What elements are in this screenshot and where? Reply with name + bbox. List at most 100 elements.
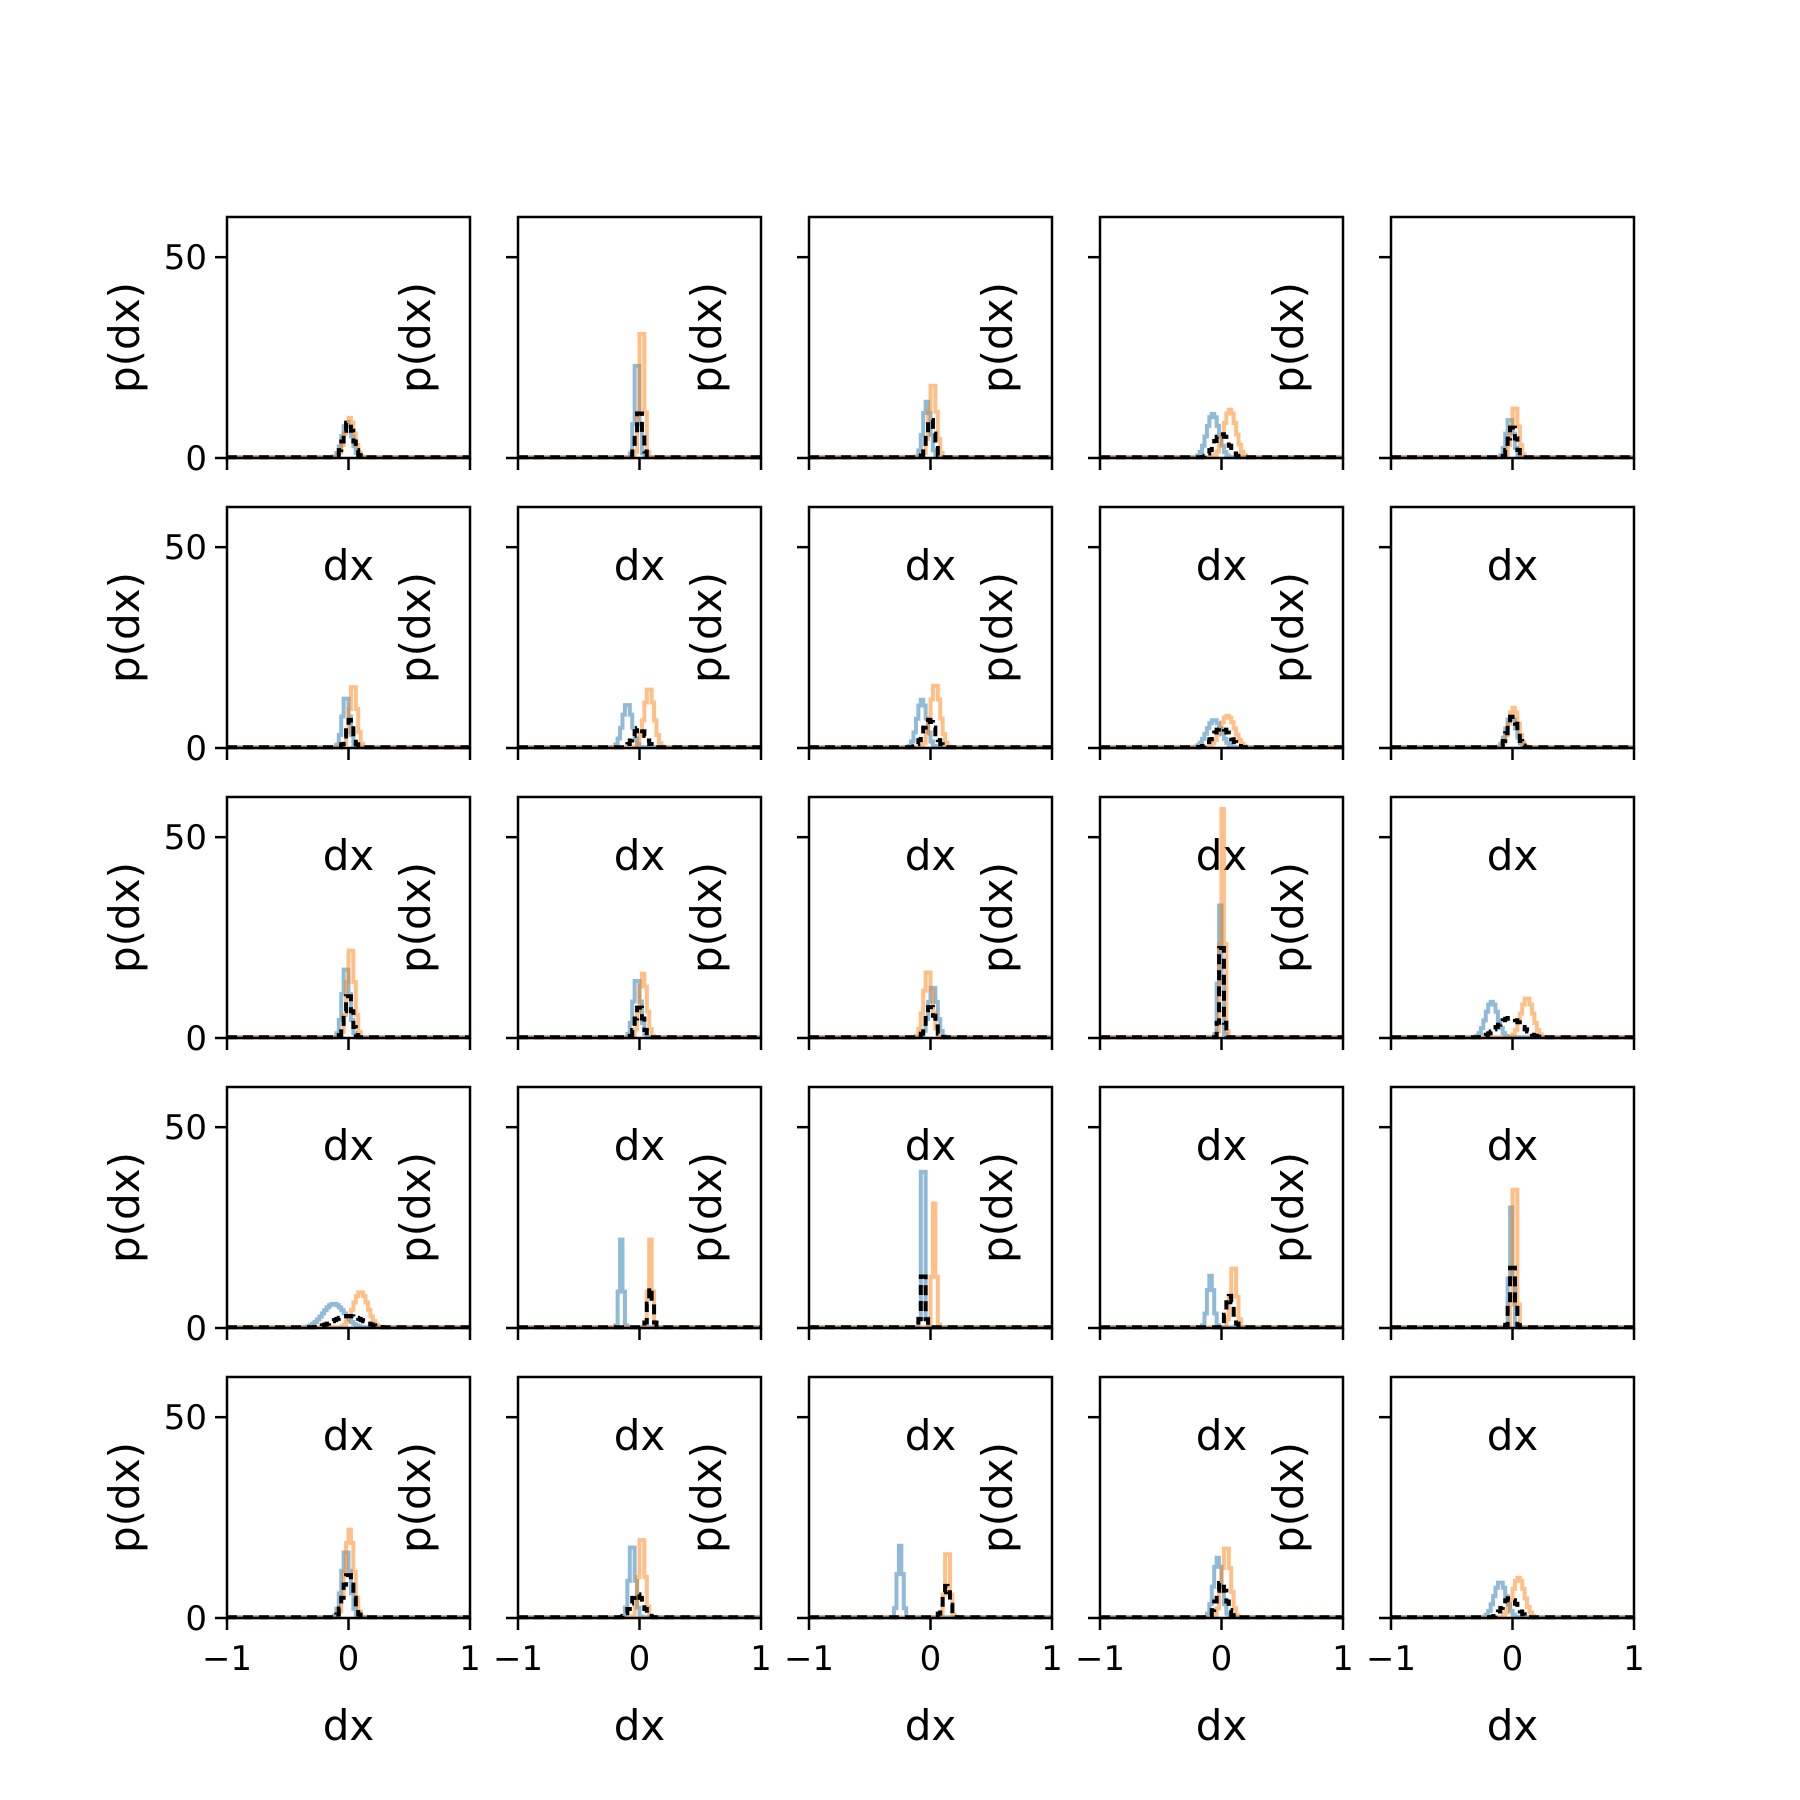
x-tick-label: 1: [750, 1639, 772, 1679]
x-axis-label: dx: [1196, 1701, 1248, 1750]
x-tick-label: 1: [459, 1639, 481, 1679]
x-axis-label: dx: [905, 1701, 957, 1750]
x-axis-label: dx: [1487, 1121, 1539, 1170]
y-axis-label: p(dx): [682, 1442, 731, 1553]
x-axis-label: dx: [614, 541, 666, 590]
y-axis-label: p(dx): [391, 282, 440, 393]
x-tick-label: 1: [1041, 1639, 1063, 1679]
x-axis-label: dx: [614, 831, 666, 880]
y-axis-label: p(dx): [1264, 1442, 1313, 1553]
combined-series-histogram: [518, 411, 761, 460]
panel-r3-c5: dx p(dx): [1264, 795, 1636, 1170]
panel-r2-c4: dx p(dx): [973, 505, 1345, 880]
y-axis-label: p(dx): [391, 1442, 440, 1553]
y-tick-label: 50: [164, 818, 207, 858]
x-axis-label: dx: [614, 1701, 666, 1750]
combined-series-histogram: [809, 1274, 1052, 1330]
y-axis-label: p(dx): [973, 1442, 1022, 1553]
x-tick-label: −1: [1075, 1639, 1125, 1679]
x-axis-label: dx: [905, 1411, 957, 1460]
x-axis-label: dx: [323, 541, 375, 590]
y-axis-label: p(dx): [973, 1152, 1022, 1263]
panel-r1-c5: dx p(dx): [1264, 215, 1636, 590]
y-axis-label: p(dx): [973, 862, 1022, 973]
panel-r4-c1: dx 0 50 p(dx): [100, 1085, 472, 1460]
x-axis-label: dx: [905, 541, 957, 590]
panel-r3-c3: dx p(dx): [682, 795, 1054, 1170]
x-tick-label: −1: [202, 1639, 252, 1679]
x-axis-label: dx: [323, 1701, 375, 1750]
combined-series-histogram: [1391, 1265, 1634, 1330]
x-axis-label: dx: [323, 831, 375, 880]
x-axis-label: dx: [1487, 1411, 1539, 1460]
y-tick-label: 50: [164, 528, 207, 568]
y-tick-label: 0: [185, 1599, 207, 1639]
panel-r1-c2: dx p(dx): [391, 215, 763, 590]
panel-r4-c2: dx p(dx): [391, 1085, 763, 1460]
x-axis-label: dx: [1487, 541, 1539, 590]
x-tick-label: 0: [920, 1639, 942, 1679]
y-tick-label: 0: [185, 729, 207, 769]
x-axis-label: dx: [1196, 1121, 1248, 1170]
panel-r1-c3: dx p(dx): [682, 215, 1054, 590]
y-axis-label: p(dx): [1264, 1152, 1313, 1263]
x-axis-label: dx: [614, 1411, 666, 1460]
panel-r1-c1: dx 0 50 p(dx): [100, 215, 472, 590]
combined-series-histogram: [1100, 945, 1343, 1040]
x-tick-label: −1: [1366, 1639, 1416, 1679]
x-axis-label: dx: [1487, 831, 1539, 880]
y-axis-label: p(dx): [100, 1442, 149, 1553]
x-tick-label: 0: [338, 1639, 360, 1679]
x-axis-label: dx: [614, 1121, 666, 1170]
y-tick-label: 0: [185, 439, 207, 479]
x-axis-label: dx: [1196, 541, 1248, 590]
combined-series-histogram: [809, 717, 1052, 750]
x-axis-label: dx: [323, 1121, 375, 1170]
x-axis-label: dx: [1487, 1701, 1539, 1750]
y-tick-label: 50: [164, 238, 207, 278]
panel-r1-c4: dx p(dx): [973, 215, 1345, 590]
x-axis-label: dx: [905, 831, 957, 880]
x-tick-label: 1: [1332, 1639, 1354, 1679]
y-axis-label: p(dx): [682, 1152, 731, 1263]
x-tick-label: −1: [493, 1639, 543, 1679]
y-tick-label: 0: [185, 1309, 207, 1349]
y-axis-label: p(dx): [1264, 282, 1313, 393]
y-axis-label: p(dx): [973, 572, 1022, 683]
y-axis-label: p(dx): [100, 1152, 149, 1263]
y-axis-label: p(dx): [100, 572, 149, 683]
panel-r5-c2: −1 0 1 dx p(dx): [391, 1375, 772, 1750]
y-axis-label: p(dx): [973, 282, 1022, 393]
y-axis-label: p(dx): [1264, 862, 1313, 973]
panel-r2-c1: dx 0 50 p(dx): [100, 505, 472, 880]
panel-r4-c3: dx p(dx): [682, 1085, 1054, 1460]
panel-r2-c3: dx p(dx): [682, 505, 1054, 880]
x-tick-label: 0: [1502, 1639, 1524, 1679]
x-tick-label: 0: [629, 1639, 651, 1679]
y-axis-label: p(dx): [100, 862, 149, 973]
x-axis-label: dx: [1196, 1411, 1248, 1460]
y-tick-label: 50: [164, 1398, 207, 1438]
y-axis-label: p(dx): [100, 282, 149, 393]
x-tick-label: 0: [1211, 1639, 1233, 1679]
combined-series-histogram: [227, 717, 470, 750]
y-axis-label: p(dx): [391, 1152, 440, 1263]
panel-r5-c5: −1 0 1 dx p(dx): [1264, 1375, 1645, 1750]
panel-r3-c4: dx p(dx): [973, 795, 1345, 1170]
x-axis-label: dx: [905, 1121, 957, 1170]
y-axis-label: p(dx): [682, 282, 731, 393]
x-tick-label: 1: [1623, 1639, 1645, 1679]
x-axis-label: dx: [323, 1411, 375, 1460]
y-axis-label: p(dx): [682, 862, 731, 973]
y-axis-label: p(dx): [682, 572, 731, 683]
panel-r3-c1: dx 0 50 p(dx): [100, 795, 472, 1170]
panel-r2-c5: dx p(dx): [1264, 505, 1636, 880]
y-tick-label: 50: [164, 1108, 207, 1148]
panel-r2-c2: dx p(dx): [391, 505, 763, 880]
panel-r3-c2: dx p(dx): [391, 795, 763, 1170]
panel-r5-c3: −1 0 1 dx p(dx): [682, 1375, 1063, 1750]
x-tick-label: −1: [784, 1639, 834, 1679]
